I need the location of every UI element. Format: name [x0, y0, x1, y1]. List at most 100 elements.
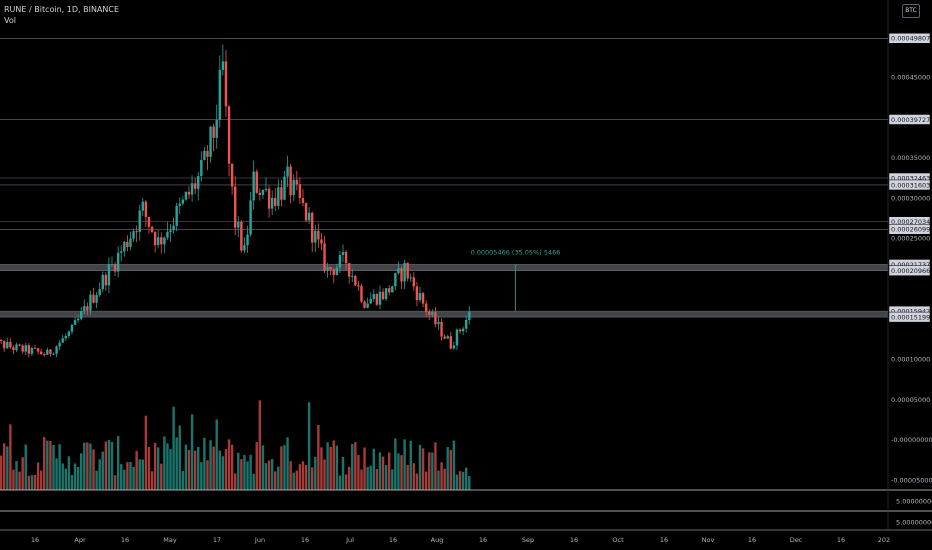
- volume-bar: [150, 471, 154, 490]
- price-axis-label: 0.00025000: [891, 235, 930, 243]
- volume-bar: [33, 474, 37, 490]
- volume-bar: [184, 444, 188, 490]
- volume-bar: [301, 461, 305, 490]
- candle: [424, 303, 428, 312]
- volume-bar: [446, 447, 449, 490]
- volume-bar: [212, 446, 215, 490]
- candle: [193, 183, 197, 189]
- candle: [335, 267, 339, 276]
- volume-bar: [452, 440, 456, 490]
- candle: [132, 231, 135, 239]
- price-axis-label: 0.00035000: [891, 154, 930, 162]
- volume-bar: [193, 450, 197, 490]
- volume-bar: [141, 459, 144, 490]
- candle: [181, 199, 185, 204]
- volume-bar: [129, 461, 132, 490]
- volume-bar: [83, 442, 86, 490]
- candle: [150, 226, 154, 233]
- volume-bar: [320, 447, 323, 490]
- volume-bar: [378, 452, 382, 490]
- candle: [3, 341, 6, 349]
- volume-bar: [418, 444, 422, 490]
- volume-bar: [347, 466, 351, 490]
- volume-bar: [280, 446, 283, 490]
- time-axis-label: Nov: [702, 536, 715, 544]
- candle: [381, 291, 385, 300]
- volume-bar: [0, 455, 3, 490]
- volume-bar: [178, 425, 181, 490]
- time-axis-label: 16: [31, 536, 39, 544]
- volume-bar: [95, 470, 98, 490]
- candle: [126, 241, 129, 248]
- candle: [434, 312, 437, 325]
- volume-bar: [138, 459, 141, 490]
- volume-bar: [261, 445, 265, 490]
- price-axis-label: -0.00000000: [891, 436, 932, 444]
- candles: [0, 44, 471, 358]
- volume-bar: [157, 447, 160, 490]
- candle: [415, 286, 419, 301]
- candle: [418, 293, 422, 301]
- volume-bar: [110, 441, 114, 490]
- volume-bar: [3, 443, 6, 490]
- candle: [246, 234, 249, 246]
- candle: [89, 294, 92, 311]
- volume-bar: [190, 414, 194, 490]
- volume-bar: [406, 464, 409, 490]
- volume-bar: [237, 452, 240, 490]
- volume-bar: [70, 474, 74, 490]
- volume-bar: [39, 470, 43, 490]
- candle: [55, 346, 58, 354]
- volume-bar: [323, 459, 326, 490]
- time-axis-label: Sep: [522, 536, 534, 544]
- volume-bar: [221, 456, 225, 490]
- candle: [323, 243, 326, 271]
- zone-band: [0, 311, 888, 318]
- time-axis-label: 16: [121, 536, 129, 544]
- volume-bar: [329, 446, 332, 490]
- candle: [153, 232, 157, 245]
- volume-bar: [163, 436, 166, 490]
- volume-bar: [394, 438, 397, 490]
- volume-axis-label: 5.00000000: [896, 519, 932, 527]
- time-axis-label: Dec: [790, 536, 803, 544]
- volume-bar: [304, 464, 308, 490]
- volume-bar: [175, 437, 178, 490]
- currency-badge[interactable]: BTC: [902, 4, 920, 18]
- time-axis-label: 16: [301, 536, 309, 544]
- candle: [314, 230, 317, 243]
- volume-bar: [12, 469, 15, 490]
- symbol-title[interactable]: RUNE / Bitcoin, 1D, BINANCE: [4, 5, 120, 14]
- candle: [209, 126, 212, 157]
- candle: [351, 275, 354, 277]
- volume-axis-label: 5.00000000: [896, 498, 932, 506]
- time-axis-label: 16: [389, 536, 397, 544]
- volume-bar: [172, 406, 175, 490]
- candle: [366, 303, 369, 308]
- volume-indicator-label[interactable]: Vol: [4, 16, 16, 25]
- candle: [52, 353, 55, 355]
- volume-bar: [234, 473, 237, 490]
- volume-bar: [160, 463, 163, 490]
- volume-bar: [76, 466, 80, 490]
- volume-bar: [6, 446, 9, 490]
- candle: [384, 288, 388, 300]
- candle: [465, 319, 468, 329]
- time-axis-label: 16: [837, 536, 845, 544]
- volume-bar: [375, 468, 379, 490]
- candle: [237, 221, 240, 228]
- candle: [73, 320, 77, 325]
- candle: [298, 184, 302, 198]
- volume-bar: [428, 452, 431, 490]
- measure-label: 0.00005466 (35.05%) 5466: [471, 248, 561, 256]
- candle: [76, 318, 80, 321]
- candle: [39, 351, 43, 355]
- candle: [329, 266, 332, 270]
- volume-bar: [372, 448, 375, 490]
- candle: [280, 187, 283, 200]
- time-axis-label: Apr: [74, 536, 86, 544]
- candle: [157, 237, 160, 245]
- candle: [147, 216, 151, 227]
- volume-bar: [46, 440, 49, 490]
